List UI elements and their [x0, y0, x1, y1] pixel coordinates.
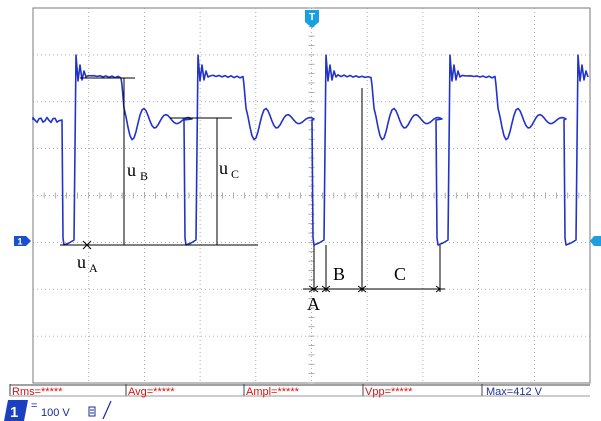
- measurement-max: Max=412 V: [486, 386, 543, 398]
- label-u-c-sub: C: [231, 167, 239, 181]
- trigger-marker: T: [305, 10, 319, 28]
- measurement-rms: Rms=*****: [12, 386, 63, 398]
- channel-number: 1: [10, 404, 18, 421]
- label-u-a-sub: A: [89, 261, 98, 275]
- bandwidth-limit-icon: [88, 406, 96, 417]
- trigger-marker-label: T: [309, 12, 315, 23]
- label-interval-b: B: [333, 264, 345, 284]
- measurement-ampl: Ampl=*****: [246, 386, 300, 398]
- coupling-symbol: =: [31, 400, 37, 412]
- volts-per-div: 100 V: [41, 407, 70, 419]
- measurement-vpp: Vpp=*****: [365, 386, 413, 398]
- measurement-bar: Rms=***** Avg=***** Ampl=***** Vpp=*****…: [9, 384, 590, 398]
- channel-marker-label: 1: [17, 237, 22, 247]
- measurement-avg: Avg=*****: [128, 386, 175, 398]
- label-interval-a: A: [307, 294, 320, 314]
- label-u-c: u: [219, 158, 228, 178]
- annotation-lines: [60, 77, 445, 293]
- label-u-b-sub: B: [140, 169, 148, 183]
- channel-info[interactable]: 1 = 100 V: [4, 400, 112, 421]
- right-edge-marker: [590, 236, 601, 246]
- label-u-b: u: [127, 160, 136, 180]
- channel-1-level-marker: 1: [14, 236, 31, 247]
- label-interval-c: C: [394, 264, 406, 284]
- label-u-a: u: [77, 252, 86, 272]
- waveform-trace: [32, 54, 589, 246]
